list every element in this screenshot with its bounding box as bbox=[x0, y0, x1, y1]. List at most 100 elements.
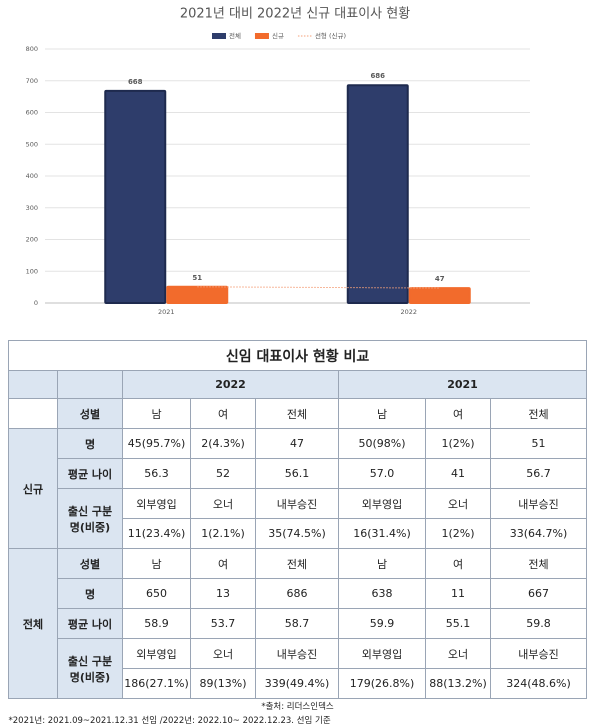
table-row: 명 650 13 686 638 11 667 bbox=[9, 578, 588, 609]
table-cell: 오너 bbox=[190, 488, 256, 519]
legend-label: 전체 bbox=[229, 31, 241, 40]
trend-line bbox=[197, 286, 440, 289]
legend-label: 신규 bbox=[272, 31, 284, 40]
table-cell: 남 bbox=[122, 398, 191, 429]
table-cell: 성별 bbox=[57, 398, 123, 429]
y-tick-label: 600 bbox=[26, 109, 38, 117]
table-cell: 남 bbox=[338, 398, 426, 429]
table-cell: 41 bbox=[425, 458, 491, 489]
y-tick-label: 800 bbox=[26, 45, 38, 53]
table-cell: 외부영입 bbox=[338, 488, 426, 519]
table-cell: 외부영입 bbox=[338, 638, 426, 669]
x-tick-label: 2021 bbox=[158, 308, 175, 316]
table-row: 출신 구분 명(비중) 외부영입 오너 내부승진 외부영입 오너 내부승진 bbox=[9, 638, 588, 699]
table-cell: 남 bbox=[338, 548, 426, 579]
table-cell: 1(2%) bbox=[425, 518, 491, 549]
table-cell: 여 bbox=[425, 548, 491, 579]
table-cell: 53.7 bbox=[190, 608, 256, 639]
table-row: 신규 명 45(95.7%) 2(4.3%) 47 50(98%) 1(2%) 51 bbox=[8, 428, 588, 549]
table-cell: 13 bbox=[190, 578, 256, 609]
legend-item: 전체 bbox=[212, 31, 241, 40]
y-tick-label: 0 bbox=[34, 299, 38, 307]
bar bbox=[346, 84, 409, 304]
table-cell: 324(48.6%) bbox=[489, 668, 588, 699]
table-cell: 11 bbox=[425, 578, 491, 609]
table-cell: 1(2.1%) bbox=[190, 518, 256, 549]
table-cell: 33(64.7%) bbox=[489, 518, 588, 549]
table-row: 186(27.1%) 89(13%) 339(49.4%) 179(26.8%) 88(… bbox=[9, 668, 588, 699]
bar bbox=[104, 89, 167, 304]
table-cell: 내부승진 bbox=[255, 488, 339, 519]
table-cell: 성별 bbox=[57, 548, 123, 579]
table-cell: 89(13%) bbox=[190, 668, 256, 699]
table-cell: 출신 구분 명(비중) bbox=[57, 488, 123, 549]
table-cell: 47 bbox=[255, 428, 339, 459]
y-tick-label: 400 bbox=[26, 172, 38, 180]
table-cell: 686 bbox=[255, 578, 339, 609]
table-cell: 50(98%) bbox=[338, 428, 426, 459]
table-cell: 59.9 bbox=[338, 608, 426, 639]
table-cell: 56.1 bbox=[255, 458, 339, 489]
table-cell: 638 bbox=[338, 578, 426, 609]
table-cell: 내부승진 bbox=[489, 488, 588, 519]
table-cell: 여 bbox=[425, 398, 491, 429]
x-tick-label: 2022 bbox=[400, 308, 417, 316]
table-row: 2022 2021 bbox=[8, 370, 588, 399]
y-tick-label: 100 bbox=[26, 267, 38, 275]
table-cell: 전체 bbox=[255, 398, 339, 429]
table-cell: 오너 bbox=[425, 488, 491, 519]
table-cell: 2021 bbox=[337, 370, 588, 399]
table-cell: 외부영입 bbox=[122, 488, 191, 519]
table-row: 출신 구분 명(비중) 외부영입 오너 내부승진 외부영입 오너 내부승진 bbox=[9, 488, 588, 549]
table-cell: 1(2%) bbox=[425, 428, 491, 459]
table-cell: *2021년: 2021.09~2021.12.31 선임 /2022년: 20… bbox=[8, 716, 331, 726]
table-cell: 출신 구분 명(비중) bbox=[57, 638, 123, 699]
chart-title: 2021년 대비 2022년 신규 대표이사 현황 bbox=[180, 7, 410, 22]
bar bbox=[166, 285, 229, 304]
table-cell: 전체 bbox=[489, 398, 588, 429]
table-cell: 2(4.3%) bbox=[190, 428, 256, 459]
table-cell: 35(74.5%) bbox=[255, 518, 339, 549]
bar bbox=[408, 287, 471, 305]
table-cell: 11(23.4%) bbox=[122, 518, 191, 549]
table-cell: 57.0 bbox=[338, 458, 426, 489]
table-cell: 52 bbox=[190, 458, 256, 489]
table-cell: 오너 bbox=[425, 638, 491, 669]
table-cell: 88(13.2%) bbox=[425, 668, 491, 699]
table-cell: 56.3 bbox=[122, 458, 191, 489]
table-cell: 평균 나이 bbox=[57, 458, 123, 489]
table-cell: 내부승진 bbox=[255, 638, 339, 669]
table-cell: 16(31.4%) bbox=[338, 518, 426, 549]
table-cell: 평균 나이 bbox=[57, 608, 123, 639]
table-cell: 명 bbox=[57, 578, 123, 609]
table-cell: 59.8 bbox=[489, 608, 588, 639]
table-cell bbox=[57, 370, 123, 399]
table-cell: 58.9 bbox=[122, 608, 191, 639]
table-row: 평균 나이 58.9 53.7 58.7 59.9 55.1 59.8 bbox=[9, 608, 588, 639]
table-cell: 내부승진 bbox=[489, 638, 588, 669]
table-cell: 51 bbox=[489, 428, 588, 459]
table-cell: 신임 대표이사 현황 비교 bbox=[7, 340, 588, 371]
table-cell: 외부영입 bbox=[122, 638, 191, 669]
table-cell: 650 bbox=[122, 578, 191, 609]
table-cell: 전체 bbox=[255, 548, 339, 579]
legend-swatch bbox=[254, 33, 269, 39]
table-cell: 179(26.8%) bbox=[338, 668, 426, 699]
y-tick-label: 700 bbox=[26, 77, 38, 85]
table-row: 성별 남 여 전체 남 여 전체 bbox=[8, 398, 588, 429]
table-cell: 신규 bbox=[8, 428, 58, 549]
value-label: 686 bbox=[370, 72, 385, 80]
table-cell: 여 bbox=[190, 548, 256, 579]
table-row: 신임 대표이사 현황 비교 bbox=[7, 340, 588, 371]
chart: 2021년 대비 2022년 신규 대표이사 현황 0 100 200 300 400 5… bbox=[26, 7, 530, 316]
y-tick-label: 200 bbox=[26, 236, 38, 244]
table-cell bbox=[8, 370, 58, 399]
y-tick-label: 300 bbox=[26, 204, 38, 212]
table-cell: 45(95.7%) bbox=[122, 428, 191, 459]
table-cell: 전체 bbox=[8, 548, 58, 699]
table-cell: *출처: 리더스인덱스 bbox=[261, 702, 334, 712]
table-cell: 667 bbox=[489, 578, 588, 609]
table-row: 전체 성별 남 여 전체 남 여 전체 bbox=[8, 548, 588, 699]
table-row: *출처: 리더스인덱스 bbox=[9, 699, 587, 714]
